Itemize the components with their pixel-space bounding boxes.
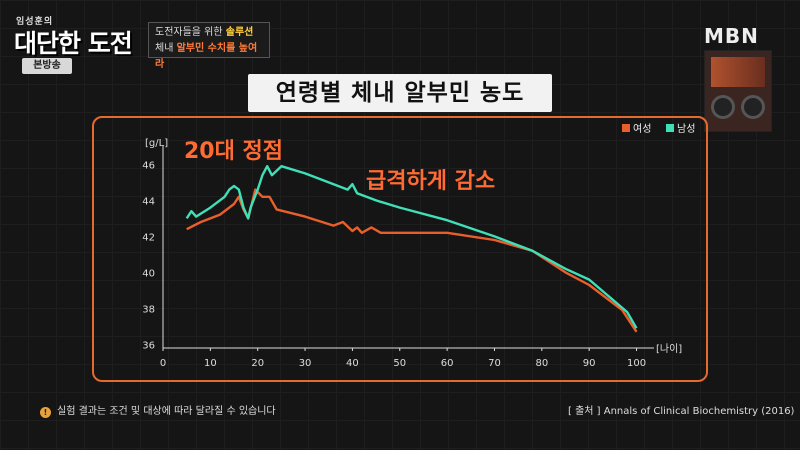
y-tick-label: 42 bbox=[142, 232, 155, 243]
legend-swatch-male bbox=[666, 124, 674, 132]
show-logo-host: 임성훈의 bbox=[16, 17, 54, 27]
caption-line-1-text: 도전자들을 위한 bbox=[155, 27, 223, 38]
x-tick-label: 70 bbox=[488, 358, 501, 369]
caption-line-1-highlight: 솔루션 bbox=[225, 27, 254, 38]
legend-swatch-female bbox=[622, 124, 630, 132]
legend-label-female: 여성 bbox=[633, 123, 651, 135]
y-axis-ticks: 36 38 40 42 44 46 bbox=[142, 160, 155, 351]
legend-label-male: 남성 bbox=[677, 123, 695, 135]
broadcast-badge: 본방송 bbox=[22, 58, 72, 74]
chart-title: 연령별 체내 알부민 농도 bbox=[248, 74, 552, 112]
x-tick-label: 60 bbox=[441, 358, 454, 369]
y-axis-label: [g/L] bbox=[145, 138, 168, 149]
chart-frame bbox=[92, 116, 708, 382]
show-logo: 임성훈의 대단한 도전 bbox=[14, 14, 138, 58]
disclaimer-note: ! 실험 결과는 조건 및 대상에 따라 달라질 수 있습니다 bbox=[40, 402, 276, 418]
x-tick-label: 20 bbox=[251, 358, 264, 369]
x-axis-ticks: 0 10 20 30 40 50 60 70 80 90 100 bbox=[160, 348, 646, 369]
x-tick-label: 80 bbox=[535, 358, 548, 369]
show-logo-title: 대단한 도전 bbox=[14, 29, 133, 58]
info-icon: ! bbox=[40, 407, 51, 418]
channel-logo: MBN bbox=[704, 24, 759, 48]
thumbnail-meat-image bbox=[711, 57, 765, 87]
caption-line-1: 도전자들을 위한 솔루션 bbox=[155, 25, 263, 41]
series-line-male bbox=[185, 165, 638, 329]
thumbnail-plate-right bbox=[741, 95, 765, 119]
y-tick-label: 38 bbox=[142, 304, 155, 315]
annotation-decline: 급격하게 감소 bbox=[366, 169, 495, 194]
y-tick-label: 46 bbox=[142, 160, 155, 171]
y-tick-label: 36 bbox=[142, 340, 155, 351]
x-tick-label: 100 bbox=[627, 358, 646, 369]
x-tick-label: 30 bbox=[299, 358, 312, 369]
y-tick-label: 40 bbox=[142, 268, 155, 279]
thumbnail-plate-left bbox=[711, 95, 735, 119]
caption-line-2-text: 체내 bbox=[155, 43, 174, 54]
annotation-peak: 20대 정점 bbox=[184, 139, 283, 164]
series-lines bbox=[185, 165, 638, 333]
y-tick-label: 44 bbox=[142, 196, 155, 207]
caption-box: 도전자들을 위한 솔루션 체내 알부민 수치를 높여라 bbox=[148, 22, 270, 70]
x-tick-label: 10 bbox=[204, 358, 217, 369]
x-tick-label: 40 bbox=[346, 358, 359, 369]
disclaimer-text: 실험 결과는 조건 및 대상에 따라 달라질 수 있습니다 bbox=[57, 406, 276, 417]
inset-thumbnail bbox=[704, 50, 772, 132]
source-citation: [ 출처 ] Annals of Clinical Biochemistry (… bbox=[568, 406, 795, 417]
x-tick-label: 0 bbox=[160, 358, 166, 369]
caption-line-2: 체내 알부민 수치를 높여라 bbox=[155, 41, 263, 73]
x-axis-label: [나이] bbox=[656, 343, 682, 355]
x-tick-label: 90 bbox=[583, 358, 596, 369]
legend: 여성 남성 bbox=[622, 123, 695, 135]
x-tick-label: 50 bbox=[393, 358, 406, 369]
caption-line-2-highlight: 알부민 수치를 높여라 bbox=[155, 43, 258, 70]
